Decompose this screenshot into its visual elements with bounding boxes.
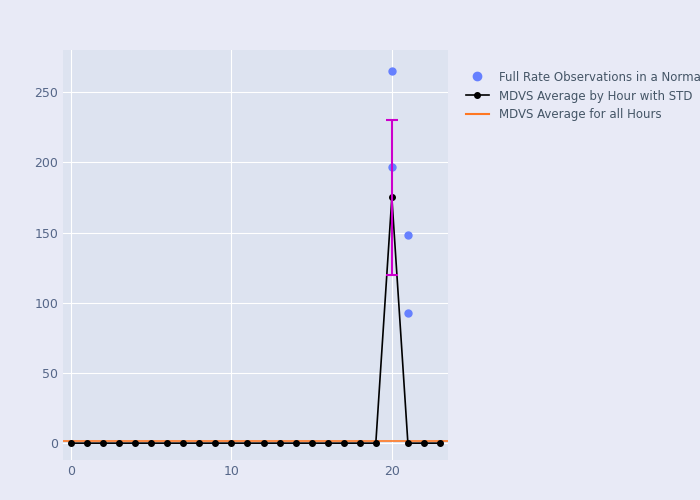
- Point: [402, 232, 414, 239]
- Point: [386, 162, 398, 170]
- Point: [386, 67, 398, 75]
- Legend: Full Rate Observations in a Normal Point, MDVS Average by Hour with STD, MDVS Av: Full Rate Observations in a Normal Point…: [461, 66, 700, 126]
- Point: [402, 308, 414, 316]
